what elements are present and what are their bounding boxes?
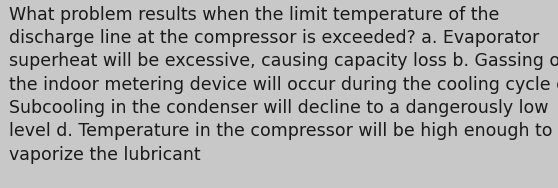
Text: What problem results when the limit temperature of the
discharge line at the com: What problem results when the limit temp…	[9, 6, 558, 164]
